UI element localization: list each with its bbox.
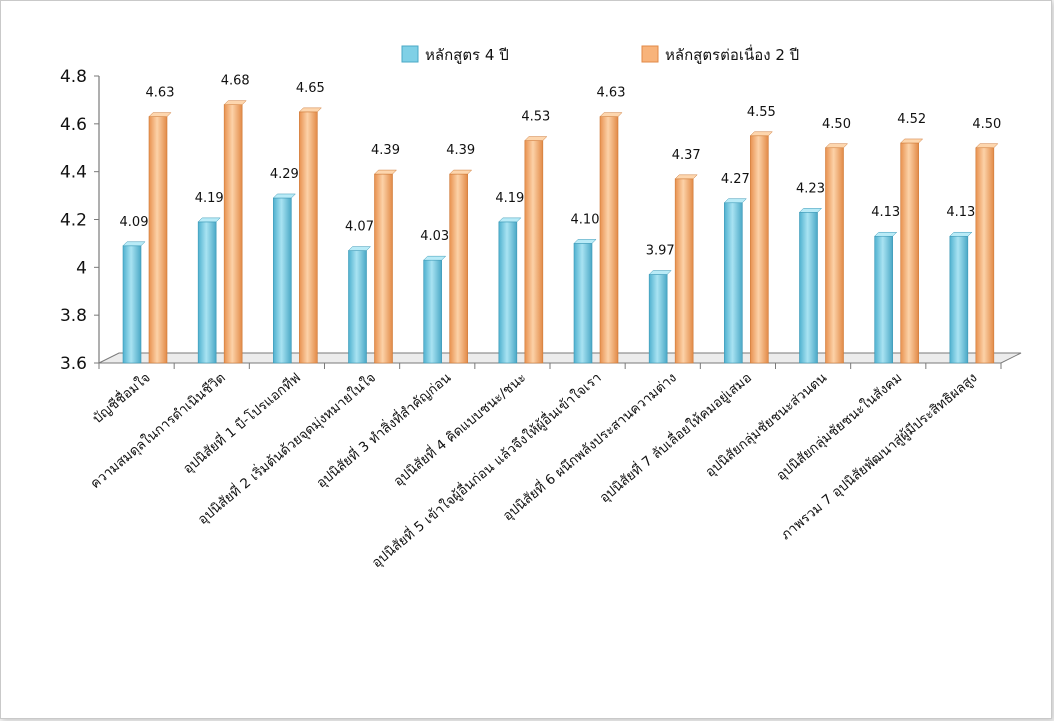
- bar-series1: [874, 235, 893, 364]
- legend: หลักสูตร 4 ปี หลักสูตรต่อเนื่อง 2 ปี: [401, 44, 799, 64]
- bar-series1: [799, 212, 818, 364]
- bar-top-series2: [373, 169, 398, 175]
- bar-series1: [197, 221, 217, 364]
- bar-series2: [449, 173, 468, 364]
- category-label: บัญชีชื่อมใจ: [88, 368, 153, 427]
- bar-series2: [674, 178, 694, 364]
- y-tick-label: 4.2: [60, 211, 87, 231]
- bar-top-series1: [197, 217, 221, 223]
- bar-series2: [975, 147, 995, 364]
- bar-series1: [122, 245, 142, 364]
- y-tick-label: 3.8: [60, 306, 87, 326]
- data-label-series1: 4.10: [571, 212, 600, 227]
- data-label-series1: 4.03: [420, 229, 449, 244]
- data-label-series2: 4.68: [221, 74, 250, 89]
- bar-top-series2: [599, 112, 623, 117]
- y-tick-label: 4: [76, 258, 87, 278]
- category-label: อุปนิสัยที่ 4 คิดแบบชนะ/ชนะ: [389, 368, 529, 490]
- data-label-series1: 4.19: [195, 191, 224, 206]
- bar-top-series1: [874, 231, 898, 237]
- y-tick-label: 4.8: [60, 67, 87, 87]
- category-label: ความสมดุลในการดำเนินชีวิต: [87, 369, 229, 492]
- data-label-series1: 4.27: [721, 172, 750, 187]
- bar-top-series1: [498, 217, 522, 223]
- bar-top-series2: [824, 143, 849, 148]
- data-label-series1: 4.13: [946, 205, 975, 220]
- bar-series2: [374, 173, 393, 364]
- bar-top-series1: [347, 246, 372, 251]
- data-label-series2: 4.50: [972, 117, 1001, 132]
- bar-series2: [299, 111, 318, 364]
- bar-top-series1: [272, 193, 296, 199]
- data-label-series2: 4.39: [446, 143, 475, 158]
- bar-top-series2: [298, 107, 322, 113]
- bars: [122, 100, 999, 364]
- bar-series1: [724, 202, 743, 364]
- bar-series2: [223, 104, 243, 364]
- bar-series1: [498, 221, 518, 364]
- axes: 3.6 3.8 4 4.2 4.4 4.6 4.8: [60, 67, 1022, 374]
- data-label-series1: 4.29: [270, 167, 299, 182]
- category-label: อุปนิสัยที่ 7 ลับเลื่อยให้คมอยู่เสมอ: [595, 368, 755, 506]
- data-label-series2: 4.50: [822, 117, 851, 132]
- bar-top-series2: [900, 138, 924, 144]
- data-label-series1: 4.19: [495, 191, 524, 206]
- data-label-series2: 4.65: [296, 81, 325, 96]
- bar-top-series1: [122, 241, 146, 247]
- bar-top-series1: [723, 198, 747, 204]
- bar-top-series1: [949, 231, 973, 237]
- bar-series1: [949, 235, 969, 364]
- bar-series2: [524, 140, 544, 364]
- y-tick-label: 3.6: [60, 354, 87, 374]
- bar-series2: [825, 147, 844, 364]
- bar-series1: [423, 259, 442, 364]
- bar-series1: [273, 197, 292, 364]
- legend-swatch-series1: [401, 45, 419, 63]
- bar-series2: [599, 116, 619, 364]
- bar-series2: [750, 135, 769, 364]
- y-tick-label: 4.4: [60, 163, 87, 183]
- bar-series1: [573, 243, 593, 364]
- bar-top-series2: [674, 174, 698, 180]
- data-label-series2: 4.63: [597, 86, 626, 101]
- bar-series2: [148, 116, 168, 364]
- bar-series2: [900, 142, 919, 364]
- category-label: อุปนิสัยกลุ่มชัยชนะส่วนตน: [702, 370, 830, 481]
- bar-top-series2: [524, 136, 548, 141]
- data-label-series2: 4.39: [371, 143, 400, 158]
- legend-label-series1: หลักสูตร 4 ปี: [425, 46, 509, 64]
- bar-series1: [348, 250, 367, 364]
- data-label-series2: 4.55: [747, 105, 776, 120]
- category-label: อุปนิสัยที่ 3 ทำสิ่งที่สำคัญก่อน: [312, 368, 454, 491]
- data-label-series2: 4.63: [146, 86, 175, 101]
- legend-swatch-series2: [641, 45, 659, 63]
- y-tick-label: 4.6: [60, 115, 87, 135]
- data-label-series1: 3.97: [646, 244, 675, 259]
- category-label: อุปนิสัยกลุ่มชัยชนะในสังคม: [773, 369, 906, 484]
- bar-top-series1: [573, 239, 597, 244]
- bar-top-series2: [749, 131, 773, 137]
- category-labels: บัญชีชื่อมใจความสมดุลในการดำเนินชีวิตอุป…: [87, 368, 981, 571]
- category-label: อุปนิสัยที่ 1 บี-โปรแอกทีฟ: [179, 368, 304, 477]
- data-label-series1: 4.07: [345, 220, 374, 235]
- bar-top-series1: [423, 255, 447, 261]
- bar-top-series2: [975, 143, 999, 148]
- data-label-series2: 4.53: [521, 110, 550, 125]
- data-label-series1: 4.09: [120, 215, 149, 230]
- legend-label-series2: หลักสูตรต่อเนื่อง 2 ปี: [665, 44, 799, 64]
- data-label-series2: 4.37: [672, 148, 701, 163]
- data-labels: 4.09 4.63 4.19 4.68 4.29 4.65 4.07 4.39 4.03 4.39…: [120, 74, 1002, 259]
- bar-top-series1: [648, 270, 672, 275]
- data-label-series1: 4.23: [796, 181, 825, 196]
- bar-top-series2: [223, 100, 247, 105]
- bar-top-series1: [798, 208, 823, 213]
- data-label-series1: 4.13: [871, 205, 900, 220]
- bar-top-series2: [449, 169, 473, 175]
- bar-series1: [648, 274, 668, 364]
- bar-top-series2: [148, 112, 172, 117]
- data-label-series2: 4.52: [897, 112, 926, 127]
